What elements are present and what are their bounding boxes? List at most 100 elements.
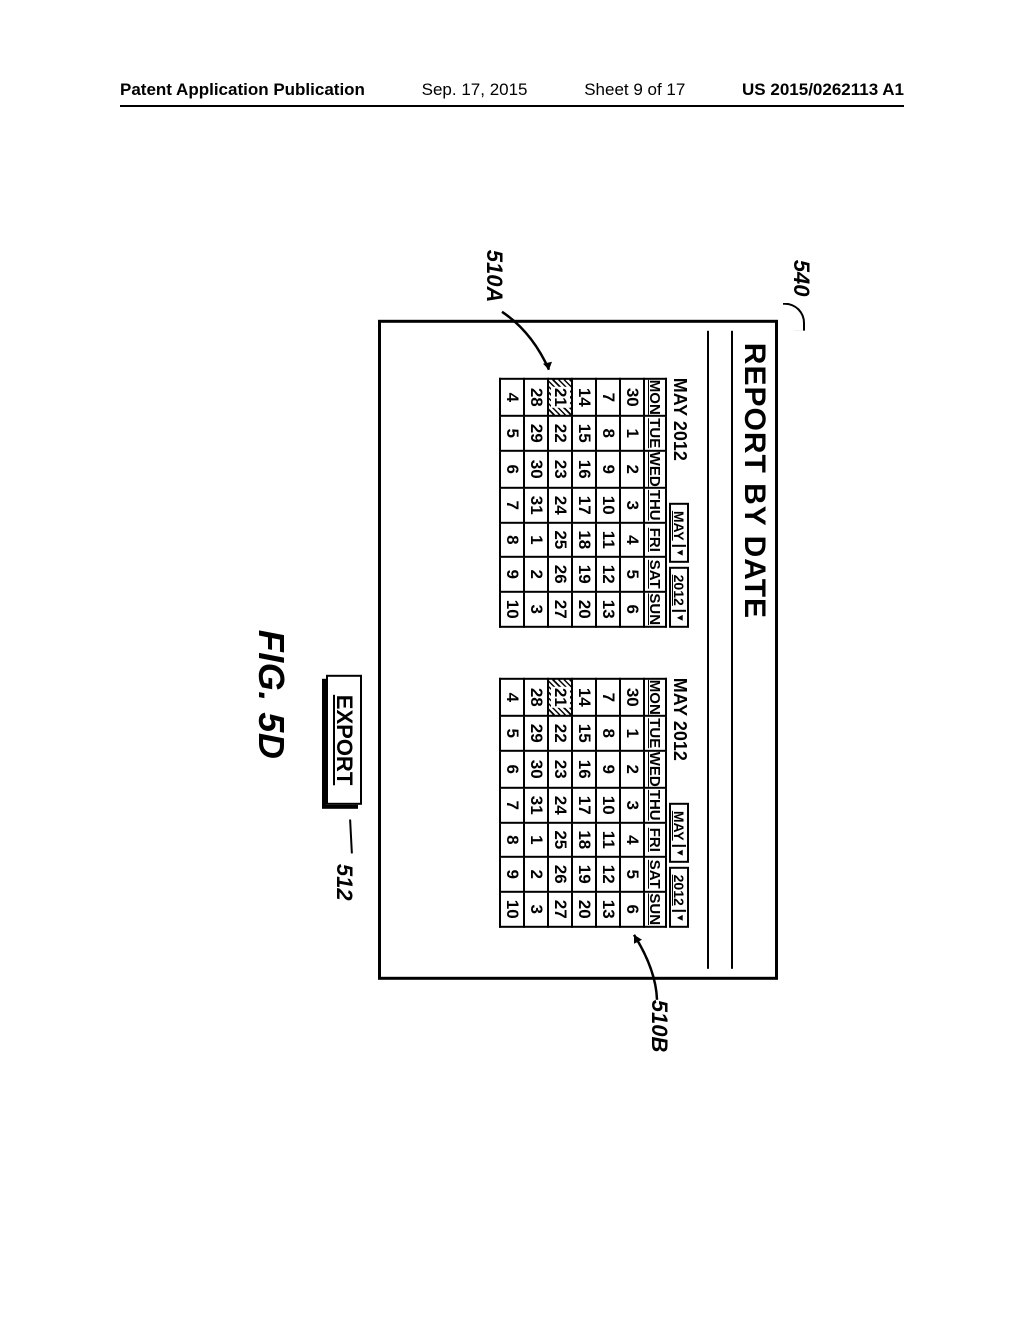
- calendar-day-cell[interactable]: 10: [596, 488, 620, 523]
- calendar-day-cell[interactable]: 24: [548, 788, 572, 823]
- calendar-day-cell[interactable]: 31: [524, 488, 548, 523]
- calendar-day-cell[interactable]: 13: [596, 892, 620, 927]
- calendar-day-cell[interactable]: 1: [524, 523, 548, 557]
- refnum-512: 512: [331, 820, 357, 901]
- calendar-day-cell[interactable]: 2: [620, 751, 644, 788]
- calendar-day-cell[interactable]: 29: [524, 716, 548, 751]
- calendar-day-cell[interactable]: 20: [572, 592, 596, 627]
- calendar-day-cell[interactable]: 1: [524, 823, 548, 857]
- calendar-day-cell[interactable]: 30: [620, 379, 644, 416]
- calendar-day-cell[interactable]: 4: [620, 523, 644, 557]
- calendar-day-cell[interactable]: 22: [548, 416, 572, 451]
- calendar-day-cell[interactable]: 9: [500, 857, 524, 892]
- calendar-day-cell[interactable]: 18: [572, 823, 596, 857]
- calendar-day-cell[interactable]: 28: [524, 679, 548, 716]
- calendar-day-cell[interactable]: 3: [524, 892, 548, 927]
- calendar-day-cell[interactable]: 19: [572, 857, 596, 892]
- calendar-day-cell[interactable]: 6: [500, 451, 524, 488]
- calendar-day-cell[interactable]: 26: [548, 557, 572, 592]
- calendar-day-cell[interactable]: 16: [572, 451, 596, 488]
- calendar-day-cell[interactable]: 18: [572, 523, 596, 557]
- refnum-540: 540: [788, 260, 814, 331]
- calendar-day-cell[interactable]: 24: [548, 488, 572, 523]
- calendar-day-cell[interactable]: 8: [596, 416, 620, 451]
- calendar-day-cell[interactable]: 16: [572, 751, 596, 788]
- calendar-day-cell[interactable]: 8: [596, 716, 620, 751]
- calendar-day-cell[interactable]: 3: [620, 788, 644, 823]
- calendar-day-cell[interactable]: 3: [524, 592, 548, 627]
- calendar-day-cell[interactable]: 5: [620, 857, 644, 892]
- calendar-day-cell[interactable]: 1: [620, 716, 644, 751]
- calendar-day-cell[interactable]: 5: [500, 716, 524, 751]
- calendar-day-cell[interactable]: 9: [500, 557, 524, 592]
- calendar-day-cell[interactable]: 2: [524, 557, 548, 592]
- calendar-day-cell[interactable]: 2: [620, 451, 644, 488]
- calendar-start[interactable]: MAY 2012MAY▼2012▼MONTUEWEDTHUFRISATSUN30…: [499, 378, 690, 628]
- calendar-day-cell[interactable]: 30: [620, 679, 644, 716]
- calendar-day-cell[interactable]: 23: [548, 451, 572, 488]
- calendar-day-cell[interactable]: 7: [596, 379, 620, 416]
- calendar-day-cell[interactable]: 8: [500, 823, 524, 857]
- calendar-day-cell[interactable]: 5: [620, 557, 644, 592]
- calendar-day-cell[interactable]: 22: [548, 716, 572, 751]
- calendar-day-cell[interactable]: 23: [548, 751, 572, 788]
- calendar-day-header: MON: [644, 679, 666, 716]
- month-dropdown[interactable]: MAY▼: [670, 803, 690, 863]
- calendar-day-cell[interactable]: 10: [596, 788, 620, 823]
- month-dropdown[interactable]: MAY▼: [670, 503, 690, 563]
- calendar-day-cell[interactable]: 31: [524, 788, 548, 823]
- calendar-day-cell[interactable]: 8: [500, 523, 524, 557]
- calendar-day-cell[interactable]: 17: [572, 488, 596, 523]
- calendar-end[interactable]: MAY 2012MAY▼2012▼MONTUEWEDTHUFRISATSUN30…: [499, 678, 690, 928]
- calendar-day-cell[interactable]: 7: [500, 488, 524, 523]
- calendar-day-header: TUE: [644, 416, 666, 451]
- calendar-grid[interactable]: MONTUEWEDTHUFRISATSUN3012345678910111213…: [499, 678, 667, 928]
- figure-label: FIG. 5D: [250, 630, 292, 760]
- calendar-day-cell[interactable]: 20: [572, 892, 596, 927]
- calendar-day-cell[interactable]: 4: [500, 379, 524, 416]
- calendar-day-cell[interactable]: 14: [572, 379, 596, 416]
- calendar-day-cell[interactable]: 28: [524, 379, 548, 416]
- calendar-day-cell[interactable]: 6: [500, 751, 524, 788]
- calendar-day-cell[interactable]: 25: [548, 823, 572, 857]
- calendar-day-cell[interactable]: 11: [596, 523, 620, 557]
- calendar-day-cell[interactable]: 7: [500, 788, 524, 823]
- calendar-day-cell[interactable]: 21: [548, 379, 572, 416]
- calendar-day-cell[interactable]: 14: [572, 679, 596, 716]
- calendar-day-cell[interactable]: 4: [620, 823, 644, 857]
- calendar-day-cell[interactable]: 2: [524, 857, 548, 892]
- calendar-day-cell[interactable]: 9: [596, 751, 620, 788]
- calendar-day-cell[interactable]: 7: [596, 679, 620, 716]
- calendar-day-cell[interactable]: 15: [572, 716, 596, 751]
- calendar-day-cell[interactable]: 1: [620, 416, 644, 451]
- calendar-day-cell[interactable]: 4: [500, 679, 524, 716]
- calendar-day-cell[interactable]: 10: [500, 592, 524, 627]
- calendar-day-cell[interactable]: 15: [572, 416, 596, 451]
- calendar-day-cell[interactable]: 3: [620, 488, 644, 523]
- calendar-day-cell[interactable]: 6: [620, 892, 644, 927]
- calendar-day-cell[interactable]: 27: [548, 892, 572, 927]
- calendar-day-cell[interactable]: 26: [548, 857, 572, 892]
- calendar-day-cell[interactable]: 13: [596, 592, 620, 627]
- export-button[interactable]: EXPORT: [326, 675, 362, 805]
- calendar-day-cell[interactable]: 30: [524, 451, 548, 488]
- calendar-day-cell[interactable]: 12: [596, 857, 620, 892]
- calendar-day-cell[interactable]: 6: [620, 592, 644, 627]
- calendar-grid[interactable]: MONTUEWEDTHUFRISATSUN3012345678910111213…: [499, 378, 667, 628]
- calendar-day-cell[interactable]: 9: [596, 451, 620, 488]
- calendar-day-cell[interactable]: 10: [500, 892, 524, 927]
- calendar-day-cell[interactable]: 25: [548, 523, 572, 557]
- calendar-day-cell[interactable]: 11: [596, 823, 620, 857]
- calendar-day-cell[interactable]: 5: [500, 416, 524, 451]
- calendar-day-cell[interactable]: 19: [572, 557, 596, 592]
- calendar-day-cell[interactable]: 27: [548, 592, 572, 627]
- year-dropdown[interactable]: 2012▼: [670, 867, 690, 928]
- leader-510b: [622, 930, 662, 1005]
- calendar-day-cell[interactable]: 30: [524, 751, 548, 788]
- calendar-day-cell[interactable]: 12: [596, 557, 620, 592]
- chevron-down-icon: ▼: [673, 845, 687, 859]
- calendar-day-cell[interactable]: 29: [524, 416, 548, 451]
- calendar-day-cell[interactable]: 17: [572, 788, 596, 823]
- year-dropdown[interactable]: 2012▼: [670, 567, 690, 628]
- calendar-day-cell[interactable]: 21: [548, 679, 572, 716]
